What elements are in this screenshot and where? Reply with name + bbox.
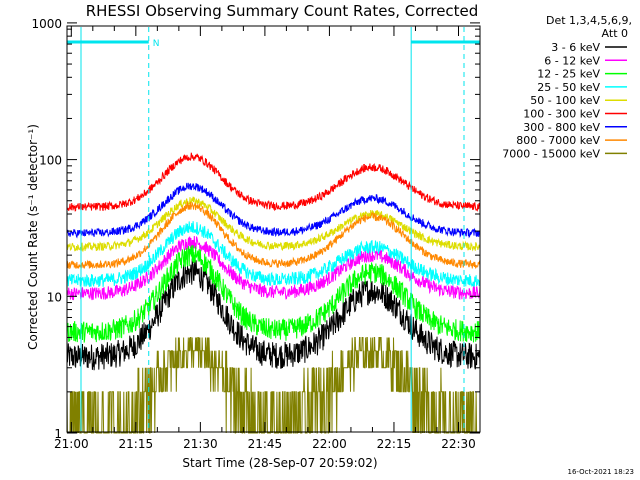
x-tick-label-1: 21:15 [119,437,154,451]
legend-label-4: 25 - 50 keV [537,81,600,94]
x-tick-label-2: 21:30 [183,437,218,451]
x-axis-label: Start Time (28-Sep-07 20:59:02) [182,456,377,470]
y-tick-label-100: 100 [39,154,62,168]
legend-label-3: 12 - 25 keV [537,68,600,81]
plot-area: N 1 10 100 1000 21:00 21:15 21:30 21:45 22:00 22:1… [31,17,481,451]
axes-frame [66,25,481,433]
y-tick-label-1000: 1000 [31,17,62,31]
x-tick-label-0: 21:00 [54,437,89,451]
x-tick-label-4: 22:00 [312,437,347,451]
legend-label-7: 300 - 800 keV [523,121,600,134]
x-tick-label-6: 22:30 [441,437,476,451]
y-axis-label: Corrected Count Rate (s⁻¹ detector⁻¹) [26,124,40,350]
legend-label-6: 100 - 300 keV [523,108,600,121]
x-tick-label-3: 21:45 [248,437,283,451]
legend-label-5: 50 - 100 keV [530,94,600,107]
legend-label-2: 6 - 12 keV [544,54,600,67]
legend-header-line-1: Det 1,3,4,5,6,9, [546,14,632,27]
series-line-7 [66,182,481,239]
night-label: N [153,39,160,49]
y-tick-label-10: 10 [47,290,62,304]
legend-label-9: 7000 - 15000 keV [502,147,600,160]
timestamp: 16-Oct-2021 18:23 [568,468,634,476]
legend-header-line-2: Att 0 [602,27,628,40]
legend-label-8: 800 - 7000 keV [516,134,600,147]
legend-label-1: 3 - 6 keV [551,41,600,54]
y-tick-label-1: 1 [54,427,62,441]
chart-title: RHESSI Observing Summary Count Rates, Co… [86,2,479,20]
x-tick-label-5: 22:15 [377,437,412,451]
series-line-6 [66,152,481,212]
